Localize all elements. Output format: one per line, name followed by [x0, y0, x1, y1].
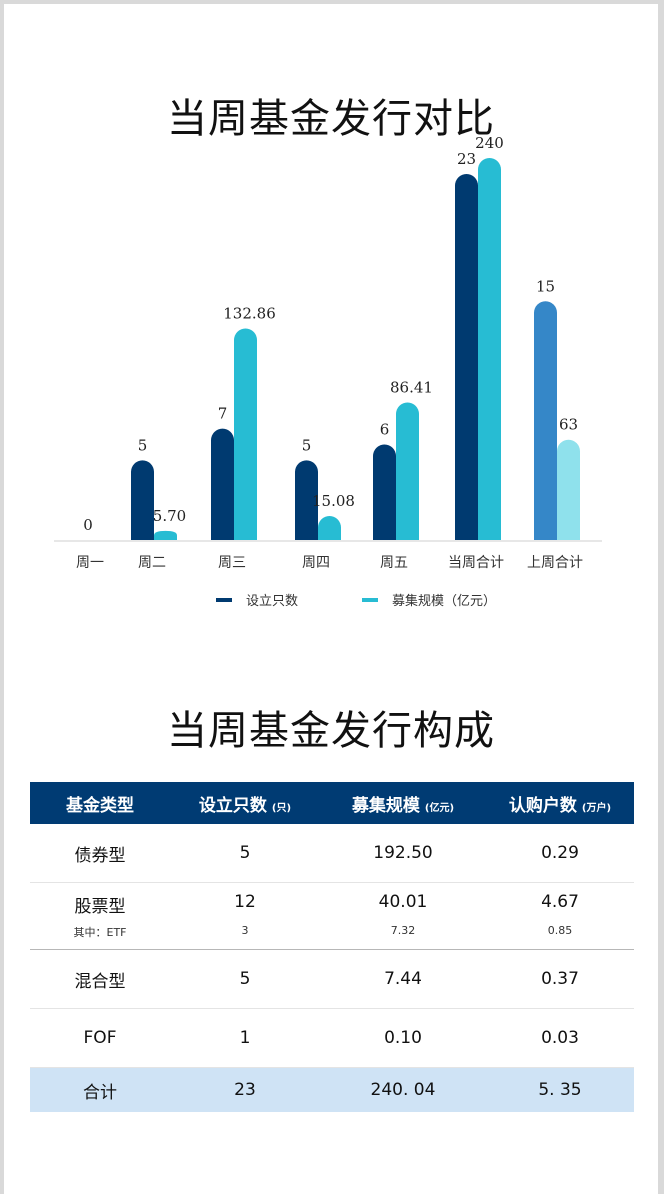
data-label-count-3: 5	[302, 436, 312, 454]
header-subscribers: 认购户数 (万户)	[508, 795, 612, 816]
bar-scale-3	[318, 515, 341, 540]
legend-item-count: 设立只数	[216, 590, 298, 609]
data-label-count-2: 7	[218, 405, 228, 423]
cell-count: 12	[234, 892, 256, 912]
header-type: 基金类型	[66, 795, 134, 816]
cell-subscribers: 0.37	[541, 969, 579, 989]
bar-scale-5	[478, 158, 501, 540]
cell-subscribers: 4.67	[541, 892, 579, 912]
cell-subscribers: 0.29	[541, 843, 579, 863]
legend-swatch-scale	[362, 597, 378, 602]
cell-subscale: 7.32	[390, 924, 416, 937]
category-label-0: 周一	[76, 555, 104, 571]
data-label-scale-6: 63	[559, 416, 578, 434]
bar-scale-2	[234, 328, 257, 540]
category-label-3: 周四	[302, 555, 330, 571]
fund-table: 基金类型 设立只数 (只) 募集规模 (亿元) 认购户数 (万户) 债券型 5 192…	[30, 782, 634, 1112]
data-label-count-6: 15	[536, 277, 555, 295]
cell-scale: 0.10	[384, 1028, 422, 1048]
bar-count-2	[211, 428, 234, 540]
bar-count-4	[373, 444, 396, 540]
header-scale: 募集规模 (亿元)	[351, 795, 455, 816]
data-label-scale-5: 240	[475, 134, 504, 152]
table-row: 股票型 12 40.01 4.67 其中：ETF 3 7.32 0.85	[30, 883, 634, 950]
cell-subtype: 其中：ETF	[73, 926, 127, 939]
data-label-scale-3: 15.08	[312, 492, 355, 510]
data-label-count-1: 5	[138, 436, 148, 454]
header-count: 设立只数 (只)	[198, 795, 292, 816]
cell-type: FOF	[83, 1028, 117, 1048]
legend-label-scale: 募集规模（亿元）	[392, 594, 497, 609]
cell-subcount: 3	[241, 924, 249, 937]
table-title: 当周基金发行构成	[167, 708, 495, 754]
page: 当周基金发行对比 0 周一 5 5.70 周二 7 132.86 周三 5 15.08 周四 6 86.…	[4, 4, 658, 1194]
bar-scale-4	[396, 402, 419, 540]
bar-count-6	[534, 301, 557, 540]
data-label-count-0: 0	[83, 516, 93, 534]
legend-swatch-count	[216, 597, 232, 602]
cell-type: 合计	[83, 1082, 117, 1103]
cell-type: 债券型	[74, 845, 126, 866]
cell-subscribers: 0.03	[541, 1028, 579, 1048]
cell-scale: 7.44	[384, 969, 422, 989]
category-label-4: 周五	[380, 555, 408, 571]
data-label-scale-1: 5.70	[153, 507, 186, 525]
bar-chart: 0 周一 5 5.70 周二 7 132.86 周三 5 15.08 周四 6 86.41 周五 23240…	[54, 134, 602, 571]
cell-count: 5	[239, 969, 251, 989]
data-label-scale-4: 86.41	[390, 378, 433, 396]
bar-scale-6	[557, 439, 580, 540]
cell-subscribers: 5. 35	[538, 1080, 582, 1100]
category-label-5: 当周合计	[448, 555, 504, 571]
cell-type: 股票型	[74, 897, 126, 917]
cell-count: 23	[234, 1080, 256, 1100]
legend-label-count: 设立只数	[246, 594, 299, 609]
bar-scale-1	[154, 530, 177, 540]
bar-count-3	[295, 460, 318, 540]
chart-title: 当周基金发行对比	[167, 96, 495, 142]
category-label-6: 上周合计	[527, 555, 583, 571]
cell-count: 1	[239, 1028, 251, 1048]
data-label-count-4: 6	[380, 421, 390, 439]
cell-subsubscribers: 0.85	[547, 924, 573, 937]
table-row: 债券型 5 192.50 0.29	[30, 824, 634, 883]
table-header: 基金类型 设立只数 (只) 募集规模 (亿元) 认购户数 (万户)	[30, 782, 634, 824]
table-row: 混合型 5 7.44 0.37	[30, 950, 634, 1009]
cell-type: 混合型	[74, 971, 126, 992]
cell-scale: 240. 04	[370, 1080, 436, 1100]
category-label-1: 周二	[138, 555, 166, 571]
data-label-scale-2: 132.86	[223, 305, 276, 323]
cell-scale: 192.50	[373, 843, 433, 863]
category-label-2: 周三	[218, 555, 246, 571]
bar-count-5	[455, 174, 478, 540]
legend-item-scale: 募集规模（亿元）	[362, 590, 496, 609]
table-row: FOF 1 0.10 0.03	[30, 1009, 634, 1068]
cell-count: 5	[239, 843, 251, 863]
data-label-count-5: 23	[457, 150, 476, 168]
table-total-row: 合计 23 240. 04 5. 35	[30, 1068, 634, 1112]
cell-scale: 40.01	[378, 892, 428, 912]
bar-count-1	[131, 460, 154, 540]
